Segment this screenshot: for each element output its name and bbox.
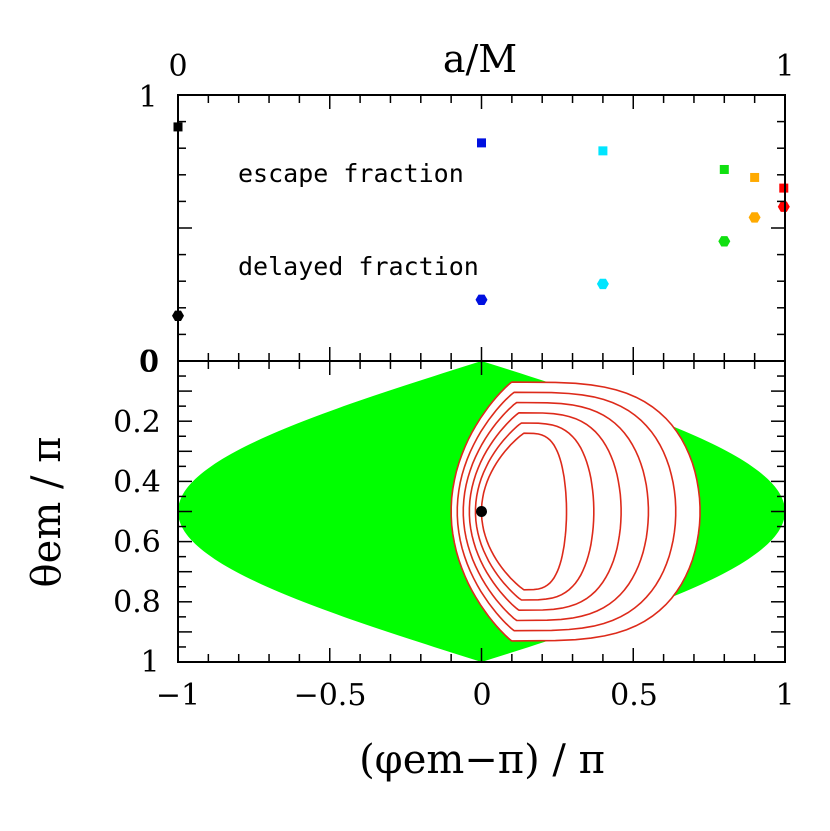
ytick-label-0.4: 0.4 — [113, 465, 161, 500]
contour-line-3 — [468, 411, 622, 612]
ytick-label-0: 0 — [140, 345, 159, 380]
escape-marker-1 — [477, 138, 486, 148]
contour-layer — [450, 381, 701, 642]
contour-line-4 — [474, 422, 595, 601]
delayed-marker-3 — [718, 236, 731, 247]
escape-fraction-label: escape fraction — [238, 159, 464, 188]
center-point — [476, 506, 487, 517]
top-tick-label-0: 0 — [168, 49, 187, 84]
contour-line-1 — [456, 391, 677, 632]
ytick-label-0.6: 0.6 — [113, 525, 161, 560]
x-axis-title: (φem−π) / π — [359, 737, 605, 783]
top-panel-ytick-1: 1 — [138, 80, 157, 115]
escape-marker-4 — [750, 172, 760, 182]
y-axis-title: θem / π — [24, 437, 70, 588]
contour-line-0 — [450, 381, 701, 642]
tick-layer — [177, 94, 786, 663]
top-panel-ytick-0: 0 — [138, 345, 157, 380]
contour-line-5 — [480, 432, 568, 591]
top-tick-label-1: 1 — [775, 49, 794, 84]
xtick-label-neg0.5: −0.5 — [294, 678, 367, 713]
delayed-marker-2 — [596, 278, 609, 290]
xtick-label-neg1: −1 — [156, 678, 200, 713]
delayed-marker-4 — [748, 212, 761, 223]
delayed-marker-5 — [777, 201, 790, 212]
ytick-label-0.8: 0.8 — [113, 585, 161, 620]
escape-marker-5 — [779, 183, 789, 193]
escape-marker-2 — [598, 146, 608, 156]
contour-line-2 — [462, 401, 650, 622]
ytick-label-1: 1 — [140, 645, 159, 680]
top-panel-frame — [177, 94, 786, 362]
ytick-label-0.2: 0.2 — [113, 405, 161, 440]
xtick-label-0: 0 — [472, 678, 491, 713]
top-axis-label: a/M — [443, 37, 517, 81]
xtick-label-0.5: 0.5 — [610, 678, 658, 713]
xtick-label-1: 1 — [775, 678, 794, 713]
delayed-fraction-label: delayed fraction — [238, 252, 479, 281]
escape-marker-3 — [719, 164, 729, 174]
delayed-marker-1 — [475, 294, 488, 305]
